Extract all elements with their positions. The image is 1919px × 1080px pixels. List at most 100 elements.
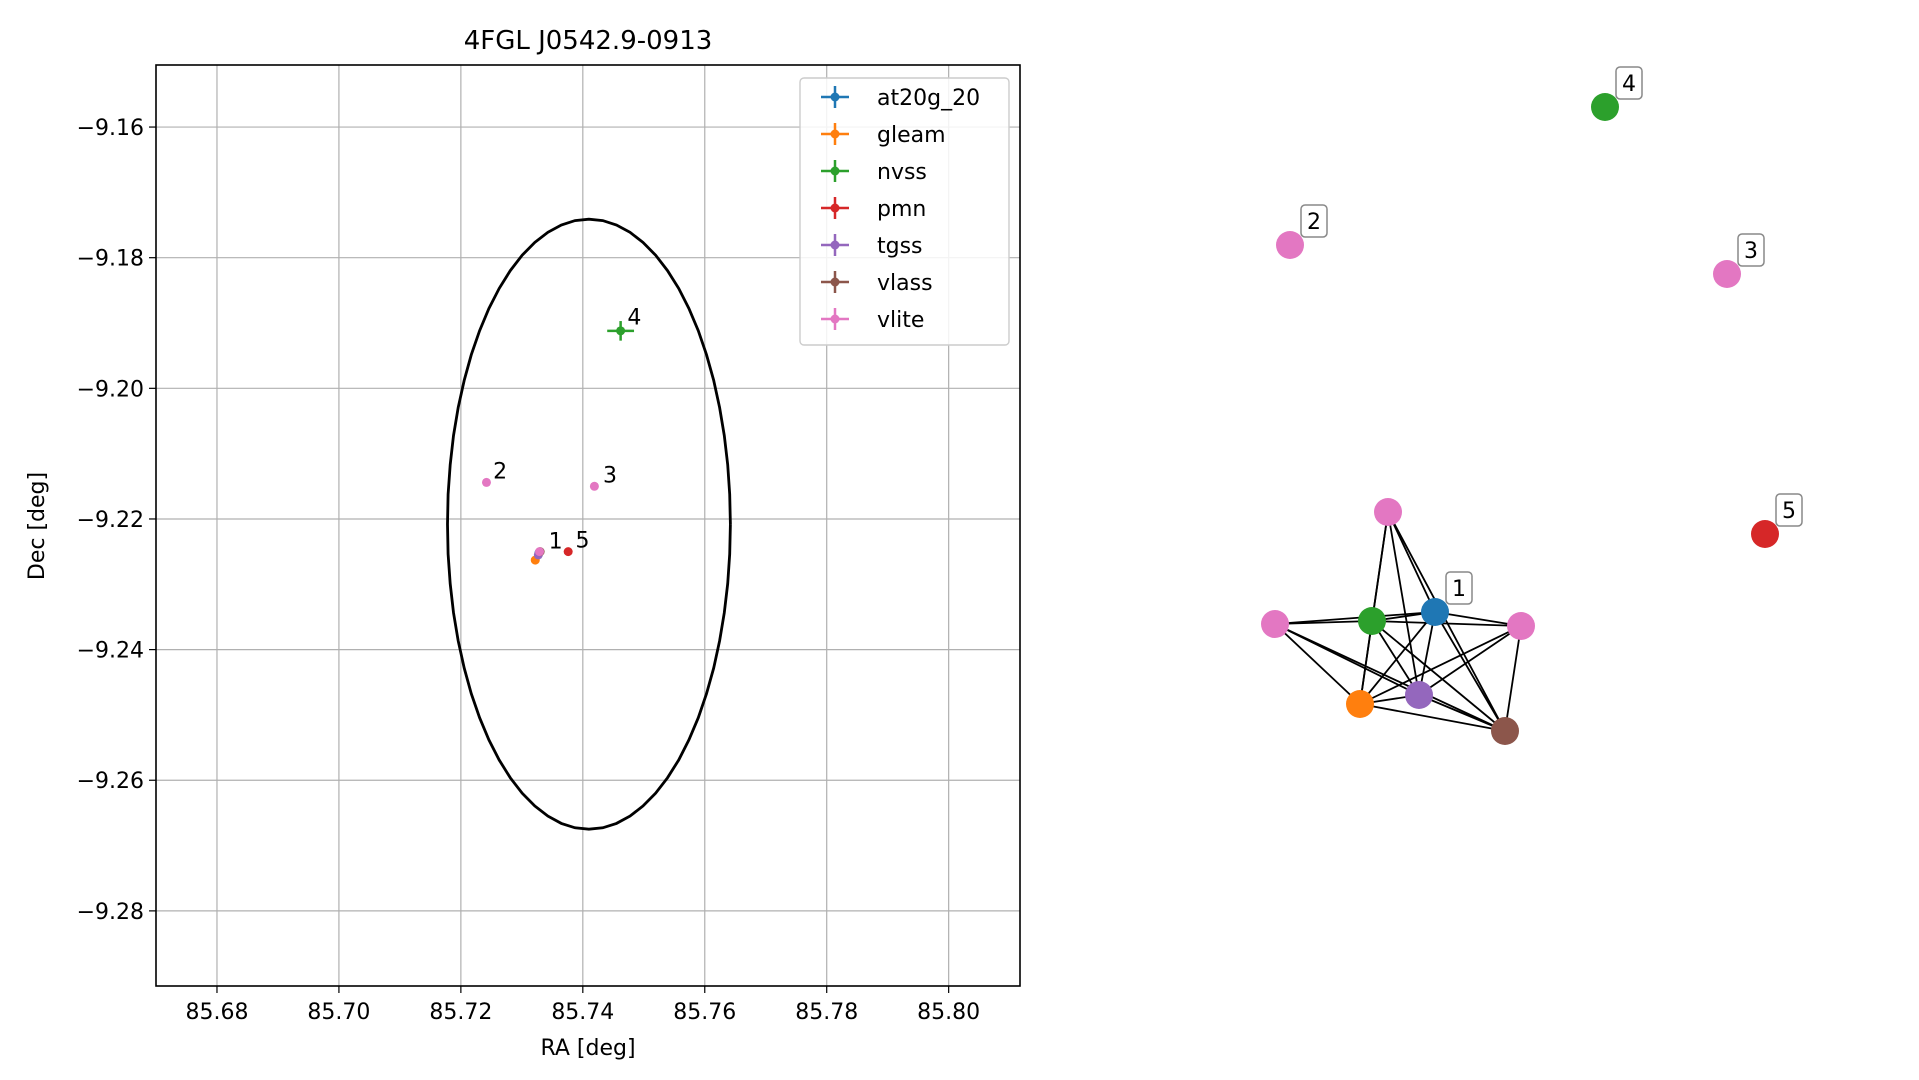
x-axis-label: RA [deg]	[540, 1036, 635, 1061]
graph-edge	[1387, 511, 1420, 696]
point-marker	[535, 547, 545, 557]
source-label: 3	[603, 463, 617, 488]
legend-item-tgss: tgss	[821, 234, 923, 259]
y-tick-label: −9.18	[77, 247, 144, 272]
source-annotations: 1 2 3 4 5	[493, 305, 641, 554]
y-tick-label: −9.24	[77, 639, 144, 664]
graph-node-label-text: 3	[1744, 239, 1758, 264]
graph-edge	[1434, 611, 1506, 732]
graph-node-labels: 1 2 3 4 5	[1300, 66, 1803, 605]
x-tick-label: 85.80	[917, 1000, 980, 1025]
error-ellipse	[446, 217, 732, 831]
source-label: 2	[493, 459, 507, 484]
graph-node-nvss_a	[1358, 607, 1386, 635]
graph-node-vlite_3	[1713, 260, 1741, 288]
legend-label: at20g_20	[877, 86, 980, 111]
legend-label: gleam	[877, 123, 946, 148]
graph-edge	[1418, 611, 1436, 696]
x-tick-label: 85.68	[185, 1000, 248, 1025]
legend-marker-dot	[830, 203, 840, 213]
graph-node-label: 1	[1445, 571, 1473, 605]
graph-edge	[1371, 620, 1420, 696]
graph-edge	[1434, 611, 1522, 627]
graph-node-gleam	[1346, 690, 1374, 718]
point-vlite	[481, 477, 491, 487]
graph-node-vlite_2	[1276, 231, 1304, 259]
graph-node-label: 5	[1775, 493, 1803, 527]
legend-marker-dot	[830, 314, 840, 324]
legend-label: tgss	[877, 234, 923, 259]
graph-edge	[1504, 625, 1522, 732]
graph-edge	[1359, 611, 1436, 705]
legend-item-pmn: pmn	[821, 197, 926, 222]
graph-edge	[1274, 611, 1436, 625]
point-vlite	[535, 547, 545, 557]
graph-node-tgss	[1405, 681, 1433, 709]
x-tick-label: 85.70	[307, 1000, 370, 1025]
graph-node-label: 4	[1615, 66, 1643, 100]
legend-label: vlite	[877, 308, 924, 333]
point-marker	[616, 326, 626, 336]
y-axis-label: Dec [deg]	[25, 472, 50, 580]
graph-node-vlite_top	[1374, 498, 1402, 526]
graph-edge	[1371, 620, 1506, 732]
legend-label: vlass	[877, 271, 933, 296]
graph-node-vlite_right	[1507, 612, 1535, 640]
point-pmn	[563, 547, 573, 557]
graph-node-label-box	[1737, 233, 1765, 267]
axes-frame	[155, 64, 1021, 987]
graph-edge	[1274, 623, 1361, 705]
graph-node-nvss_4	[1591, 93, 1619, 121]
y-tick-label: −9.28	[77, 900, 144, 925]
graph-node-at20g	[1421, 598, 1449, 626]
graph-node-label-box	[1445, 571, 1473, 605]
legend-box	[799, 77, 1010, 346]
point-nvss	[607, 321, 635, 341]
sky-position-plot: 1 2 3 4 5 85.68 85.70 85.72 85.74 85.76 85.78 85.8…	[25, 26, 1021, 1061]
x-axis-ticks: 85.68 85.70 85.72 85.74 85.76 85.78 85.80	[185, 986, 980, 1025]
graph-node-pmn_5	[1751, 520, 1779, 548]
graph-node-label-text: 2	[1307, 210, 1321, 235]
error-ellipse-layer	[446, 217, 732, 831]
graph-node-label-text: 4	[1622, 72, 1636, 97]
graph-edge	[1274, 620, 1373, 625]
legend-item-at20g_20: at20g_20	[821, 86, 980, 111]
graph-edge	[1371, 620, 1522, 627]
source-points	[481, 321, 635, 565]
y-tick-label: −9.26	[77, 769, 144, 794]
legend-marker-dot	[830, 92, 840, 102]
source-label: 4	[627, 305, 641, 330]
graph-edge	[1387, 511, 1506, 732]
y-tick-label: −9.22	[77, 508, 144, 533]
legend-label: pmn	[877, 197, 926, 222]
graph-node-label-box	[1775, 493, 1803, 527]
graph-node-label: 2	[1300, 204, 1328, 238]
graph-node-label-text: 1	[1452, 577, 1466, 602]
legend-item-nvss: nvss	[821, 160, 927, 185]
y-tick-label: −9.16	[77, 116, 144, 141]
point-marker	[481, 477, 491, 487]
chart-title: 4FGL J0542.9-0913	[464, 26, 713, 56]
legend-marker-dot	[830, 129, 840, 139]
y-tick-label: −9.20	[77, 377, 144, 402]
point-marker	[589, 481, 599, 491]
source-label: 1	[549, 529, 563, 554]
graph-node-label-text: 5	[1782, 499, 1796, 524]
legend-marker-dot	[830, 166, 840, 176]
point-marker	[563, 547, 573, 557]
graph-node-label-box	[1300, 204, 1328, 238]
x-tick-label: 85.78	[795, 1000, 858, 1025]
x-tick-label: 85.76	[673, 1000, 736, 1025]
graph-edge	[1359, 703, 1506, 732]
graph-node-label: 3	[1737, 233, 1765, 267]
legend-item-gleam: gleam	[821, 123, 946, 148]
graph-node-label-box	[1615, 66, 1643, 100]
x-tick-label: 85.72	[429, 1000, 492, 1025]
x-tick-label: 85.74	[551, 1000, 614, 1025]
legend-marker-dot	[830, 240, 840, 250]
point-vlite	[589, 481, 599, 491]
graph-node-vlass	[1491, 717, 1519, 745]
legend-marker-dot	[830, 277, 840, 287]
